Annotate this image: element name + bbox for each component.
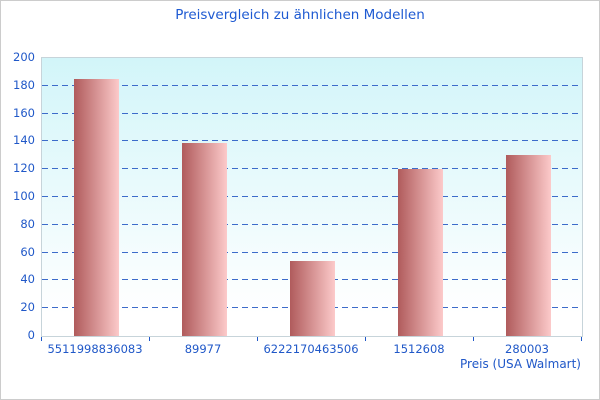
gridline-160 — [42, 112, 582, 114]
bar-5511998836083 — [73, 78, 119, 336]
y-axis-label-40: 40 — [20, 272, 35, 287]
gridline-100 — [42, 196, 582, 197]
y-axis-label-60: 60 — [20, 244, 35, 259]
gridline-80 — [42, 223, 582, 225]
x-axis-tick-4 — [473, 337, 474, 341]
plot-area — [41, 57, 583, 337]
gridline-120 — [42, 168, 582, 170]
y-axis-label-80: 80 — [20, 216, 35, 231]
x-axis-label-6222170463506: 6222170463506 — [263, 342, 359, 356]
y-axis-label-180: 180 — [13, 77, 35, 92]
x-axis-tick-2 — [257, 337, 258, 341]
bar-6222170463506 — [289, 260, 335, 336]
y-axis-label-200: 200 — [13, 50, 35, 64]
y-axis-label-0: 0 — [27, 328, 35, 342]
x-axis-label-1512608: 1512608 — [393, 342, 445, 356]
bar-1512608 — [397, 169, 443, 336]
x-axis-label-5511998836083: 5511998836083 — [47, 342, 143, 356]
y-axis-label-160: 160 — [13, 105, 35, 120]
y-axis-label-20: 20 — [20, 300, 35, 315]
x-axis-label-280003: 280003 — [505, 342, 549, 356]
y-axis-label-120: 120 — [13, 161, 35, 176]
gridline-140 — [42, 140, 582, 142]
x-axis-tick-5 — [581, 337, 582, 341]
x-axis-tick-0 — [41, 337, 42, 341]
bar-280003 — [505, 155, 551, 336]
x-axis-tick-1 — [149, 337, 150, 341]
x-axis-tick-3 — [365, 337, 366, 341]
x-axis-label-89977: 89977 — [184, 342, 222, 356]
y-axis-label-140: 140 — [13, 133, 35, 148]
x-axis-title: Preis (USA Walmart) — [460, 357, 581, 371]
bar-89977 — [181, 142, 227, 336]
y-axis-label-100: 100 — [13, 189, 35, 203]
chart-title: Preisvergleich zu ähnlichen Modellen — [175, 7, 425, 23]
gridline-60 — [42, 251, 582, 253]
gridline-180 — [42, 84, 582, 86]
